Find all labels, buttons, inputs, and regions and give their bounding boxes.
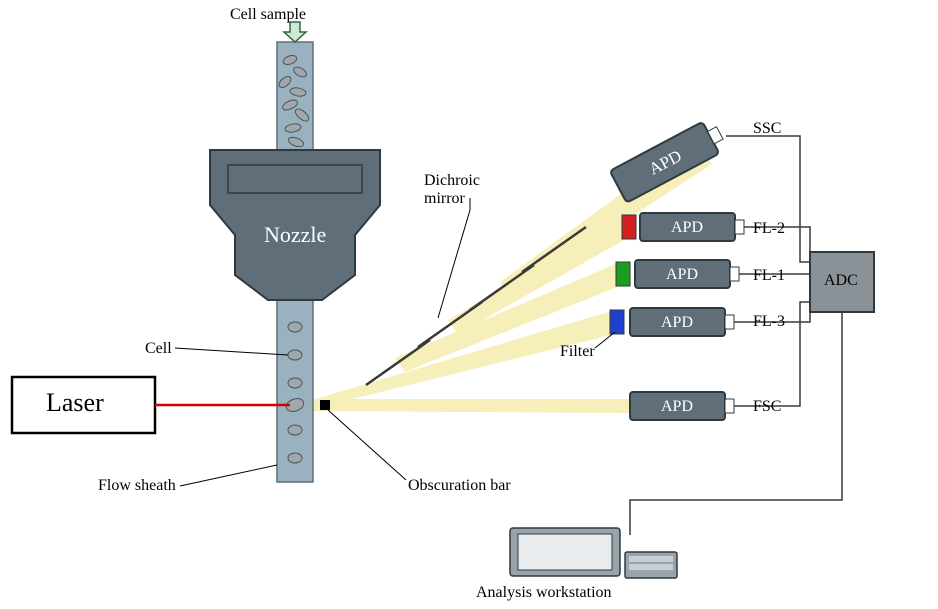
- label-fl2: FL-2: [753, 220, 785, 238]
- obscuration-bar: [320, 400, 330, 410]
- workstation: [510, 528, 677, 578]
- label-nozzle: Nozzle: [264, 222, 326, 248]
- filter-fl3: [610, 310, 624, 334]
- label-workstation: Analysis workstation: [476, 584, 612, 602]
- label-adc: ADC: [824, 272, 858, 290]
- svg-text:APD: APD: [671, 219, 703, 236]
- cell-sample-arrow: [284, 22, 306, 42]
- svg-text:APD: APD: [661, 398, 693, 415]
- label-fl1: FL-1: [753, 267, 785, 285]
- svg-text:APD: APD: [661, 314, 693, 331]
- label-ssc: SSC: [753, 120, 781, 138]
- label-cell-sample: Cell sample: [230, 6, 306, 24]
- label-flow-sheath: Flow sheath: [98, 477, 176, 495]
- label-obscuration-bar: Obscuration bar: [408, 477, 511, 495]
- label-laser: Laser: [46, 388, 104, 418]
- apd-fl2: APD: [640, 213, 744, 241]
- label-dichroic-mirror: Dichroic mirror: [424, 172, 504, 207]
- apd-fl1: APD: [635, 260, 739, 288]
- label-filter: Filter: [560, 343, 595, 361]
- label-fl3: FL-3: [753, 313, 785, 331]
- label-fsc: FSC: [753, 398, 781, 416]
- filter-fl1: [616, 262, 630, 286]
- filter-fl2: [622, 215, 636, 239]
- apd-fl3: APD: [630, 308, 734, 336]
- label-cell: Cell: [145, 340, 172, 358]
- svg-text:APD: APD: [666, 266, 698, 283]
- apd-fsc: APD: [630, 392, 734, 420]
